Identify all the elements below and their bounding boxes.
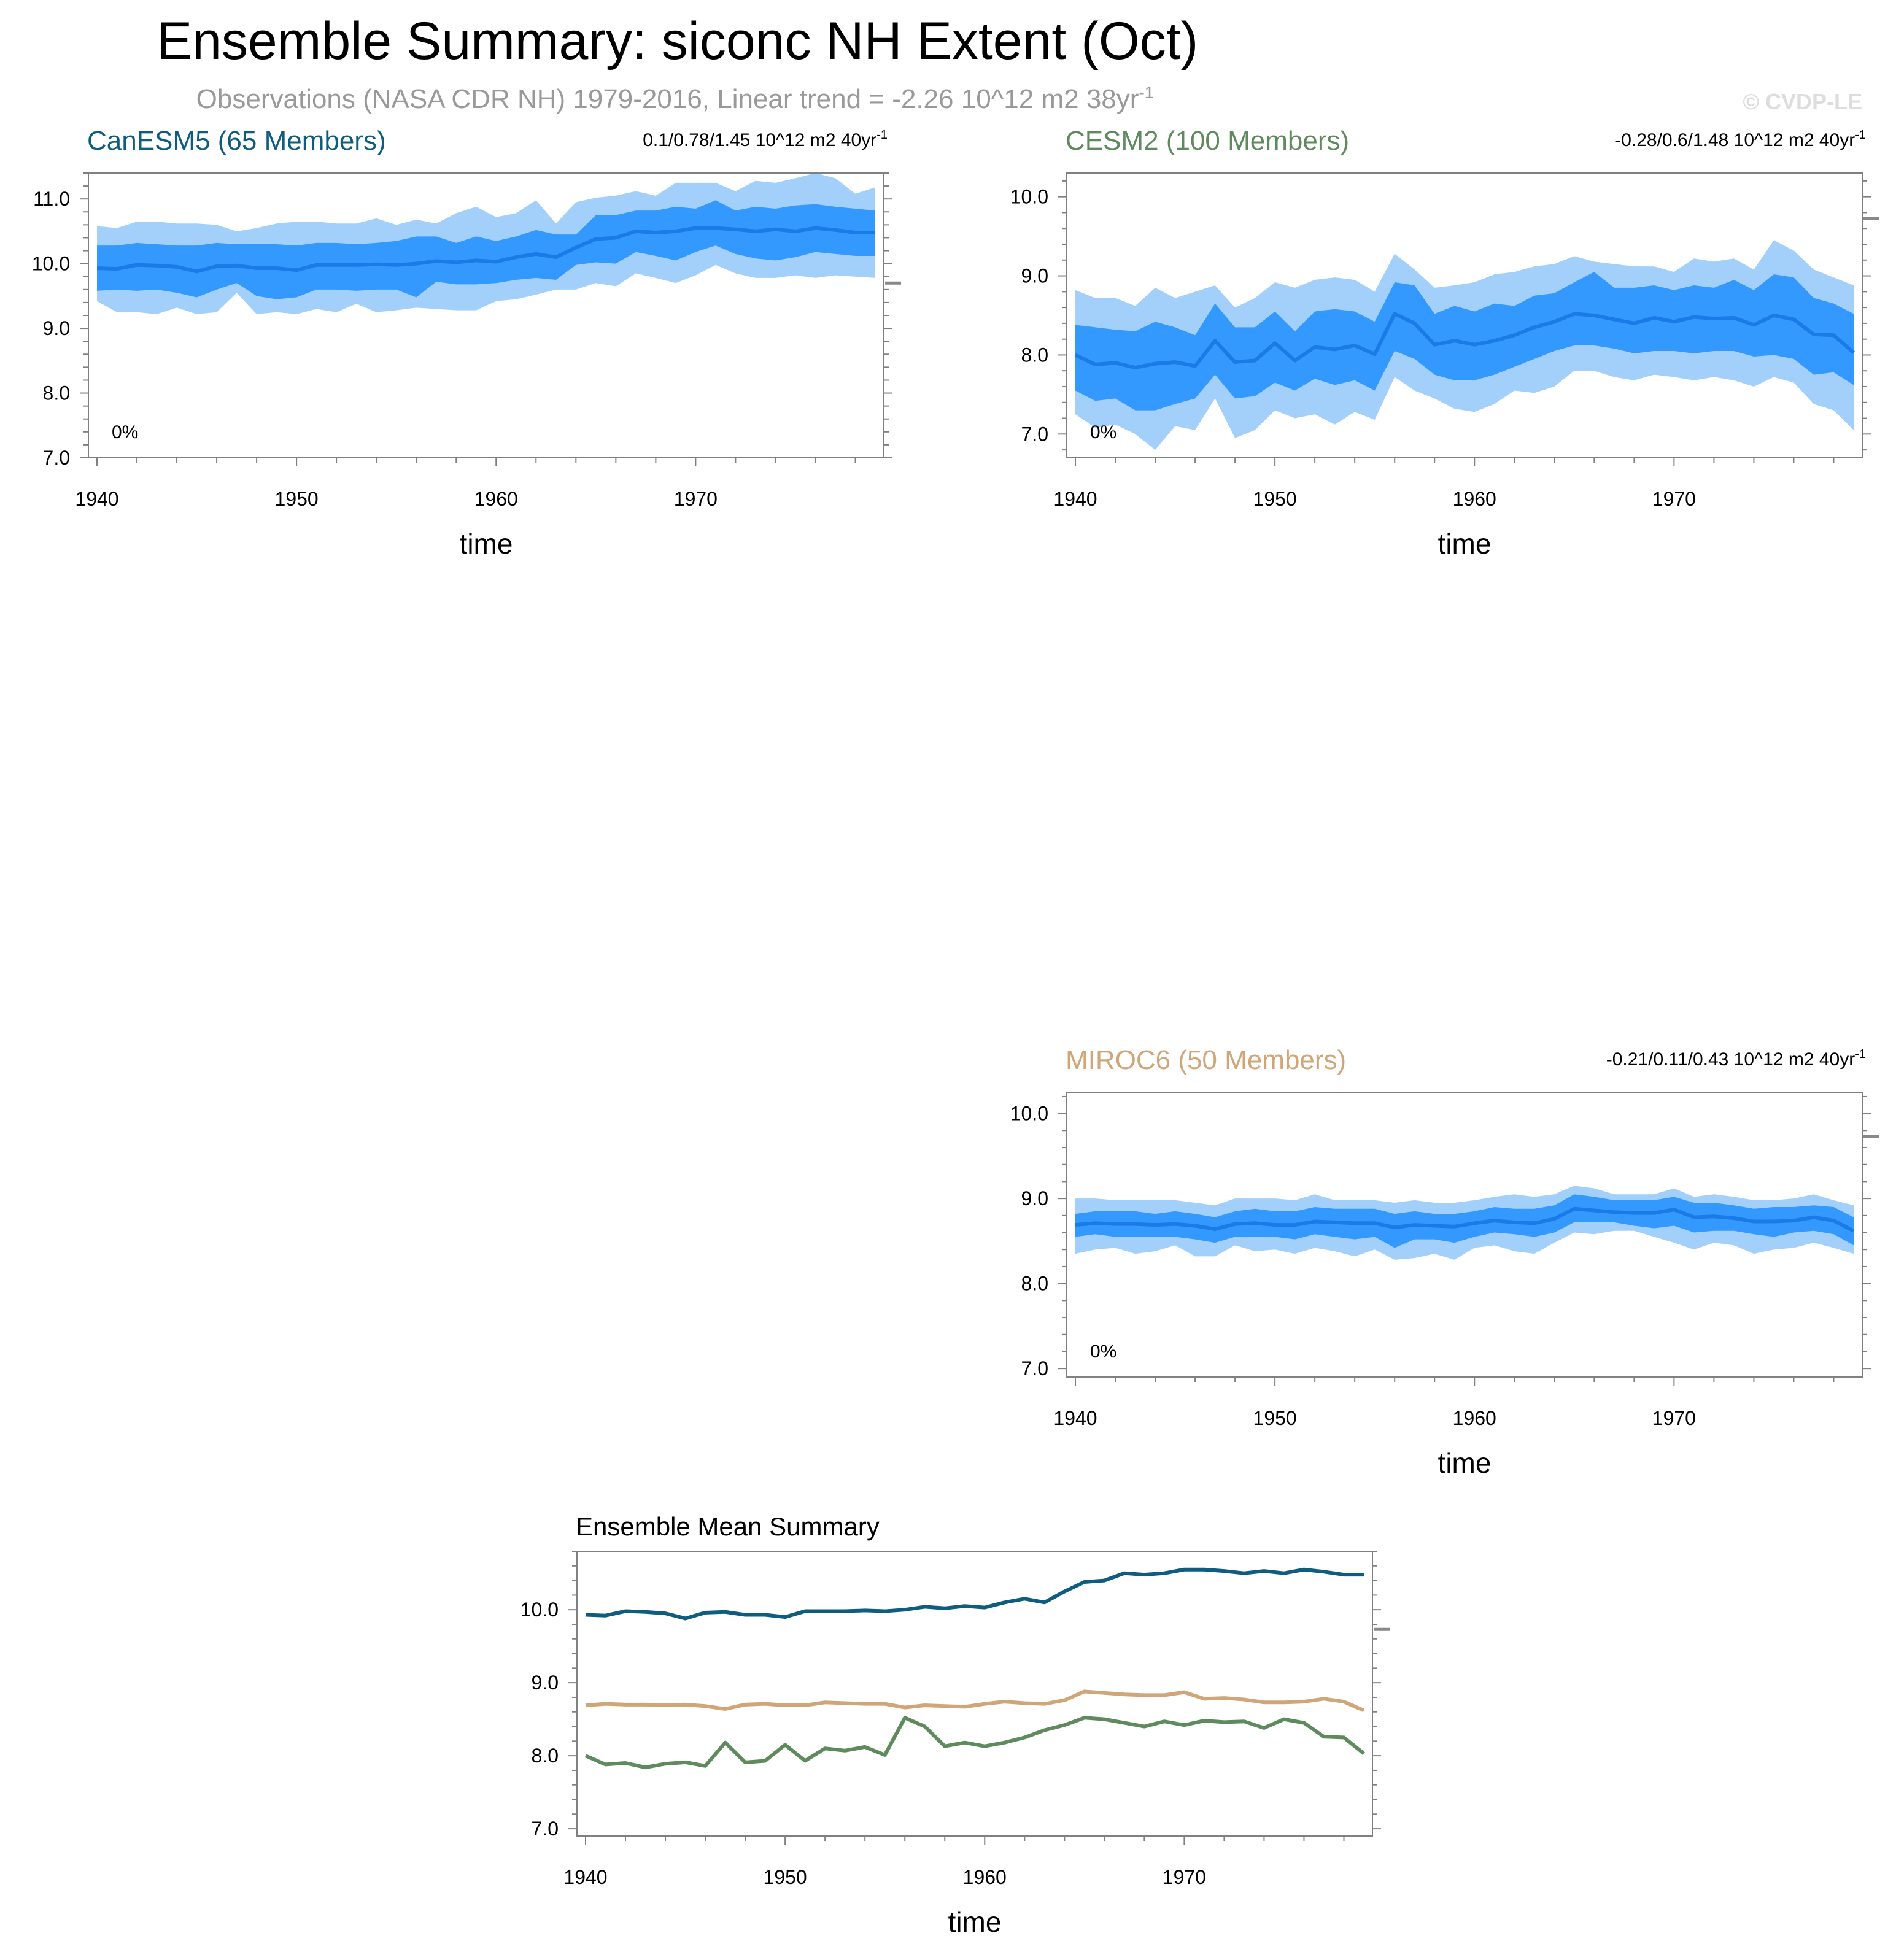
x-tick-label: 1950 [764,1866,807,1888]
x-tick-label: 1970 [1652,1407,1696,1429]
y-tick-label: 9.0 [532,1672,559,1694]
plot-frame [576,1551,1373,1837]
x-tick-label: 1960 [963,1866,1007,1888]
x-axis-label: time [948,1906,1002,1938]
trend-superscript: -1 [1855,128,1866,142]
y-tick-label: 9.0 [1021,265,1048,287]
panel-trend-summary: 0.1/0.78/1.45 10^12 m2 40yr-1 [643,128,888,150]
chart-panel-3: MIROC6 (50 Members) -0.21/0.11/0.43 10^12… [1010,1045,1879,1479]
ensemble-mean-line [1075,1206,1855,1233]
x-tick-label: 1940 [1053,1407,1097,1429]
y-tick-label: 7.0 [1021,423,1048,445]
trend-text: -0.21/0.11/0.43 10^12 m2 40yr [1606,1049,1855,1070]
y-tick-label: 7.0 [532,1818,559,1840]
percent-label: 0% [112,422,138,442]
y-tick-label: 11.0 [33,188,70,210]
trend-text: 0.1/0.78/1.45 10^12 m2 40yr [643,130,876,150]
panel-title: Ensemble Mean Summary [576,1512,880,1541]
ensemble-mean-line [1074,312,1855,370]
plot-frame [1066,172,1863,458]
x-tick-label: 1970 [1652,488,1696,510]
x-axis-label: time [1438,1447,1492,1479]
panel-title: MIROC6 (50 Members) [1066,1045,1346,1075]
chart-panel-2: CESM2 (100 Members) -0.28/0.6/1.48 10^12 … [1010,126,1879,560]
y-tick-label: 8.0 [43,382,70,404]
y-tick-label: 10.0 [1010,1103,1048,1125]
y-tick-label: 9.0 [1021,1187,1048,1210]
trend-text: -0.28/0.6/1.48 10^12 m2 40yr [1615,130,1855,150]
panel-title: CanESM5 (65 Members) [87,126,386,156]
x-tick-label: 1950 [1253,488,1297,510]
y-tick-label: 10.0 [1010,186,1048,208]
x-tick-label: 1970 [674,488,718,510]
x-tick-label: 1960 [1453,1407,1496,1429]
x-tick-label: 1950 [275,488,319,510]
ensemble-mean-line [96,226,875,274]
x-tick-label: 1960 [474,488,518,510]
y-tick-label: 8.0 [1021,1273,1048,1295]
panel-trend-summary: -0.21/0.11/0.43 10^12 m2 40yr-1 [1606,1048,1866,1070]
series-line-canesm5 [585,1567,1364,1621]
copyright-label: © CVDP-LE [1743,89,1862,114]
x-axis-label: time [1438,528,1492,560]
p10-p90-band [97,200,875,299]
trend-superscript: -1 [876,128,888,142]
x-tick-label: 1940 [75,488,118,510]
chart-panel-1: CanESM5 (65 Members) 0.1/0.78/1.45 10^12 … [32,126,901,560]
y-tick-label: 7.0 [1021,1357,1048,1379]
figure-subtitle: Observations (NASA CDR NH) 1979-2016, Li… [196,83,1155,114]
x-axis-label: time [460,528,513,560]
chart-panels: CanESM5 (65 Members) 0.1/0.78/1.45 10^12 … [32,126,1879,1938]
panel-title: CESM2 (100 Members) [1066,126,1349,156]
subtitle-superscript: -1 [1139,83,1154,102]
panel-trend-summary: -0.28/0.6/1.48 10^12 m2 40yr-1 [1615,128,1866,150]
x-tick-label: 1940 [1053,488,1097,510]
y-tick-label: 7.0 [43,447,70,469]
plot-frame [1066,1092,1863,1378]
chart-panel-4: Ensemble Mean Summary 1940 1950 1960 1970 tim… [520,1512,1390,1938]
x-tick-label: 1950 [1253,1407,1297,1429]
x-tick-label: 1960 [1453,488,1496,510]
y-tick-label: 8.0 [1021,344,1048,366]
percent-label: 0% [1090,422,1116,442]
y-tick-label: 10.0 [32,253,70,275]
series-line-cesm2 [584,1716,1365,1770]
subtitle-text: Observations (NASA CDR NH) 1979-2016, Li… [196,84,1139,114]
percent-label: 0% [1090,1341,1116,1362]
y-tick-label: 10.0 [520,1599,559,1621]
y-tick-label: 9.0 [43,317,70,339]
trend-superscript: -1 [1855,1048,1866,1061]
x-tick-label: 1970 [1163,1866,1206,1888]
p10-p90-band [1075,1194,1854,1248]
x-tick-label: 1940 [563,1866,607,1888]
figure-title: Ensemble Summary: siconc NH Extent (Oct) [157,12,1199,71]
series-line-miroc6 [585,1689,1365,1713]
y-tick-label: 8.0 [532,1745,559,1767]
